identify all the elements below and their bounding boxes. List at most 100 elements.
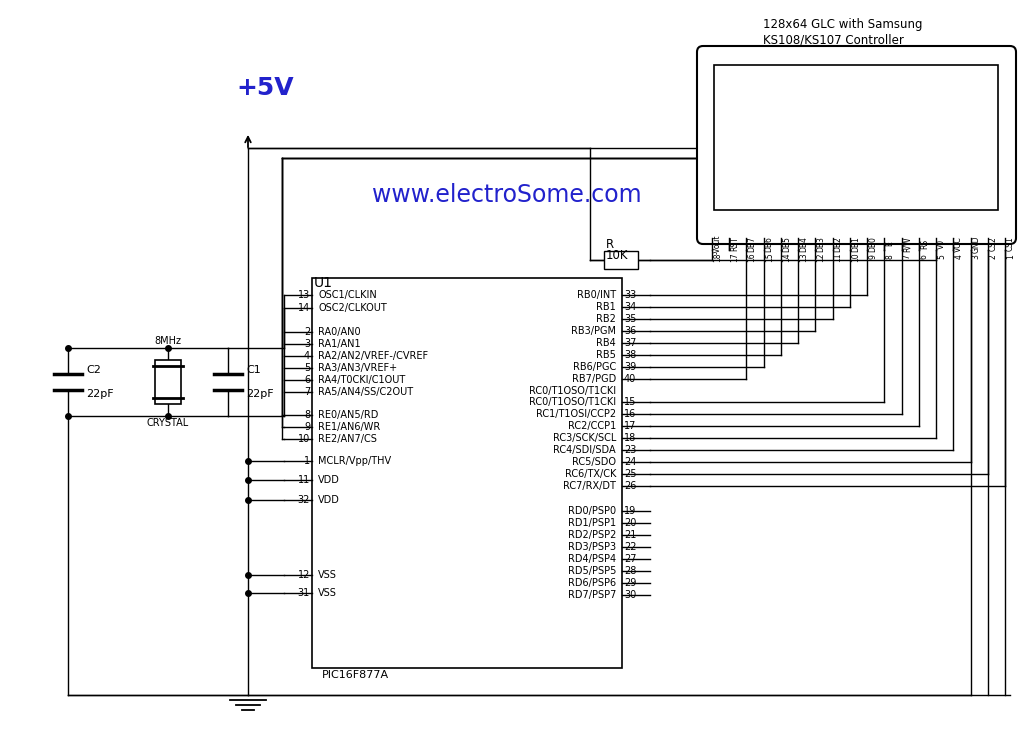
Text: 17: 17 — [624, 421, 636, 431]
Text: RB6/PGC: RB6/PGC — [572, 362, 616, 372]
Text: DB4: DB4 — [799, 236, 808, 252]
Text: 40: 40 — [624, 374, 636, 384]
Text: RA2/AN2/VREF-/CVREF: RA2/AN2/VREF-/CVREF — [318, 351, 428, 361]
FancyBboxPatch shape — [697, 46, 1016, 244]
Text: OSC1/CLKIN: OSC1/CLKIN — [318, 290, 377, 300]
Text: RC1/T1OSI/CCP2: RC1/T1OSI/CCP2 — [536, 409, 616, 419]
Bar — [604, 251, 638, 269]
Text: RD7/PSP7: RD7/PSP7 — [567, 590, 616, 600]
Text: 29: 29 — [624, 578, 636, 588]
Text: 10K: 10K — [606, 248, 629, 261]
Text: 4: 4 — [304, 351, 310, 361]
Text: 12: 12 — [298, 570, 310, 580]
Text: DB0: DB0 — [868, 236, 878, 252]
Text: 8: 8 — [886, 254, 894, 260]
Text: +5V: +5V — [236, 76, 294, 100]
Text: 2: 2 — [304, 327, 310, 337]
Text: 39: 39 — [624, 362, 636, 372]
Text: 26: 26 — [624, 481, 636, 491]
Text: 1: 1 — [304, 456, 310, 466]
Text: 6: 6 — [920, 254, 929, 260]
Text: 5: 5 — [304, 363, 310, 373]
Text: MCLR/Vpp/THV: MCLR/Vpp/THV — [318, 456, 391, 466]
Text: 15: 15 — [765, 252, 774, 262]
Text: 14: 14 — [298, 303, 310, 313]
Text: 1: 1 — [1006, 254, 1015, 260]
Text: RA5/AN4/SS/C2OUT: RA5/AN4/SS/C2OUT — [318, 387, 413, 397]
Text: RD4/PSP4: RD4/PSP4 — [568, 554, 616, 564]
Text: -Vout: -Vout — [713, 234, 722, 254]
Text: 3: 3 — [304, 339, 310, 349]
Text: 3: 3 — [972, 254, 981, 260]
Text: 34: 34 — [624, 302, 636, 312]
Text: 28: 28 — [624, 566, 636, 576]
Bar — [714, 65, 998, 210]
Text: RD5/PSP5: RD5/PSP5 — [567, 566, 616, 576]
Text: R: R — [606, 237, 614, 251]
Text: VDD: VDD — [318, 475, 340, 485]
Text: CRYSTAL: CRYSTAL — [146, 418, 189, 428]
Text: 10: 10 — [851, 252, 860, 262]
Text: 7: 7 — [304, 387, 310, 397]
Text: RC3/SCK/SCL: RC3/SCK/SCL — [553, 433, 616, 443]
Text: RD0/PSP0: RD0/PSP0 — [568, 506, 616, 516]
Text: 22pF: 22pF — [86, 389, 114, 399]
Text: DB3: DB3 — [816, 236, 825, 252]
Text: 14: 14 — [782, 252, 791, 262]
Text: 22pF: 22pF — [246, 389, 273, 399]
Text: C1: C1 — [246, 365, 261, 375]
Text: www.electroSome.com: www.electroSome.com — [372, 183, 642, 207]
Text: DB2: DB2 — [834, 236, 843, 252]
Text: 16: 16 — [748, 252, 757, 262]
Text: 38: 38 — [624, 350, 636, 360]
Text: 36: 36 — [624, 326, 636, 336]
Text: 2: 2 — [989, 254, 997, 260]
Text: VCC: VCC — [954, 236, 964, 252]
Text: 32: 32 — [298, 495, 310, 505]
Text: 18: 18 — [624, 433, 636, 443]
Text: 21: 21 — [624, 530, 636, 540]
Text: 20: 20 — [624, 518, 636, 528]
Text: RA4/T0CKI/C1OUT: RA4/T0CKI/C1OUT — [318, 375, 406, 385]
Text: RST: RST — [730, 237, 739, 251]
Text: 33: 33 — [624, 290, 636, 300]
Text: RE1/AN6/WR: RE1/AN6/WR — [318, 422, 380, 432]
Text: 6: 6 — [304, 375, 310, 385]
Text: RC0/T1OSO/T1CKI: RC0/T1OSO/T1CKI — [528, 397, 616, 407]
Text: 7: 7 — [902, 254, 911, 260]
Text: 5: 5 — [937, 254, 946, 260]
Text: RE2/AN7/CS: RE2/AN7/CS — [318, 434, 377, 444]
Text: DB5: DB5 — [782, 236, 791, 252]
Text: 37: 37 — [624, 338, 636, 348]
Text: RC0/T1OSO/T1CKI: RC0/T1OSO/T1CKI — [528, 386, 616, 396]
Text: RD1/PSP1: RD1/PSP1 — [568, 518, 616, 528]
Text: 16: 16 — [624, 409, 636, 419]
Text: OSC2/CLKOUT: OSC2/CLKOUT — [318, 303, 387, 313]
Text: 15: 15 — [624, 397, 636, 407]
Text: 35: 35 — [624, 314, 636, 324]
Text: RE0/AN5/RD: RE0/AN5/RD — [318, 410, 379, 420]
Text: 11: 11 — [298, 475, 310, 485]
Text: 9: 9 — [304, 422, 310, 432]
Text: RB5: RB5 — [596, 350, 616, 360]
Text: 4: 4 — [954, 254, 964, 260]
Bar — [312, 278, 622, 668]
Text: 31: 31 — [298, 588, 310, 598]
Text: 10: 10 — [298, 434, 310, 444]
Text: 24: 24 — [624, 457, 636, 467]
Text: RC4/SDI/SDA: RC4/SDI/SDA — [553, 445, 616, 455]
Text: RC2/CCP1: RC2/CCP1 — [567, 421, 616, 431]
Text: 30: 30 — [624, 590, 636, 600]
Text: 11: 11 — [834, 252, 843, 262]
Text: R/W: R/W — [902, 237, 911, 251]
Text: C2: C2 — [86, 365, 101, 375]
Text: CS1: CS1 — [1006, 237, 1015, 251]
Text: 128x64 GLC with Samsung
KS108/KS107 Controller: 128x64 GLC with Samsung KS108/KS107 Cont… — [763, 18, 923, 46]
Text: 8: 8 — [304, 410, 310, 420]
Text: RD3/PSP3: RD3/PSP3 — [568, 542, 616, 552]
Text: 27: 27 — [624, 554, 637, 564]
Text: 8MHz: 8MHz — [155, 336, 181, 346]
Text: 12: 12 — [816, 252, 825, 262]
Text: DB6: DB6 — [765, 236, 774, 252]
Text: VSS: VSS — [318, 570, 337, 580]
